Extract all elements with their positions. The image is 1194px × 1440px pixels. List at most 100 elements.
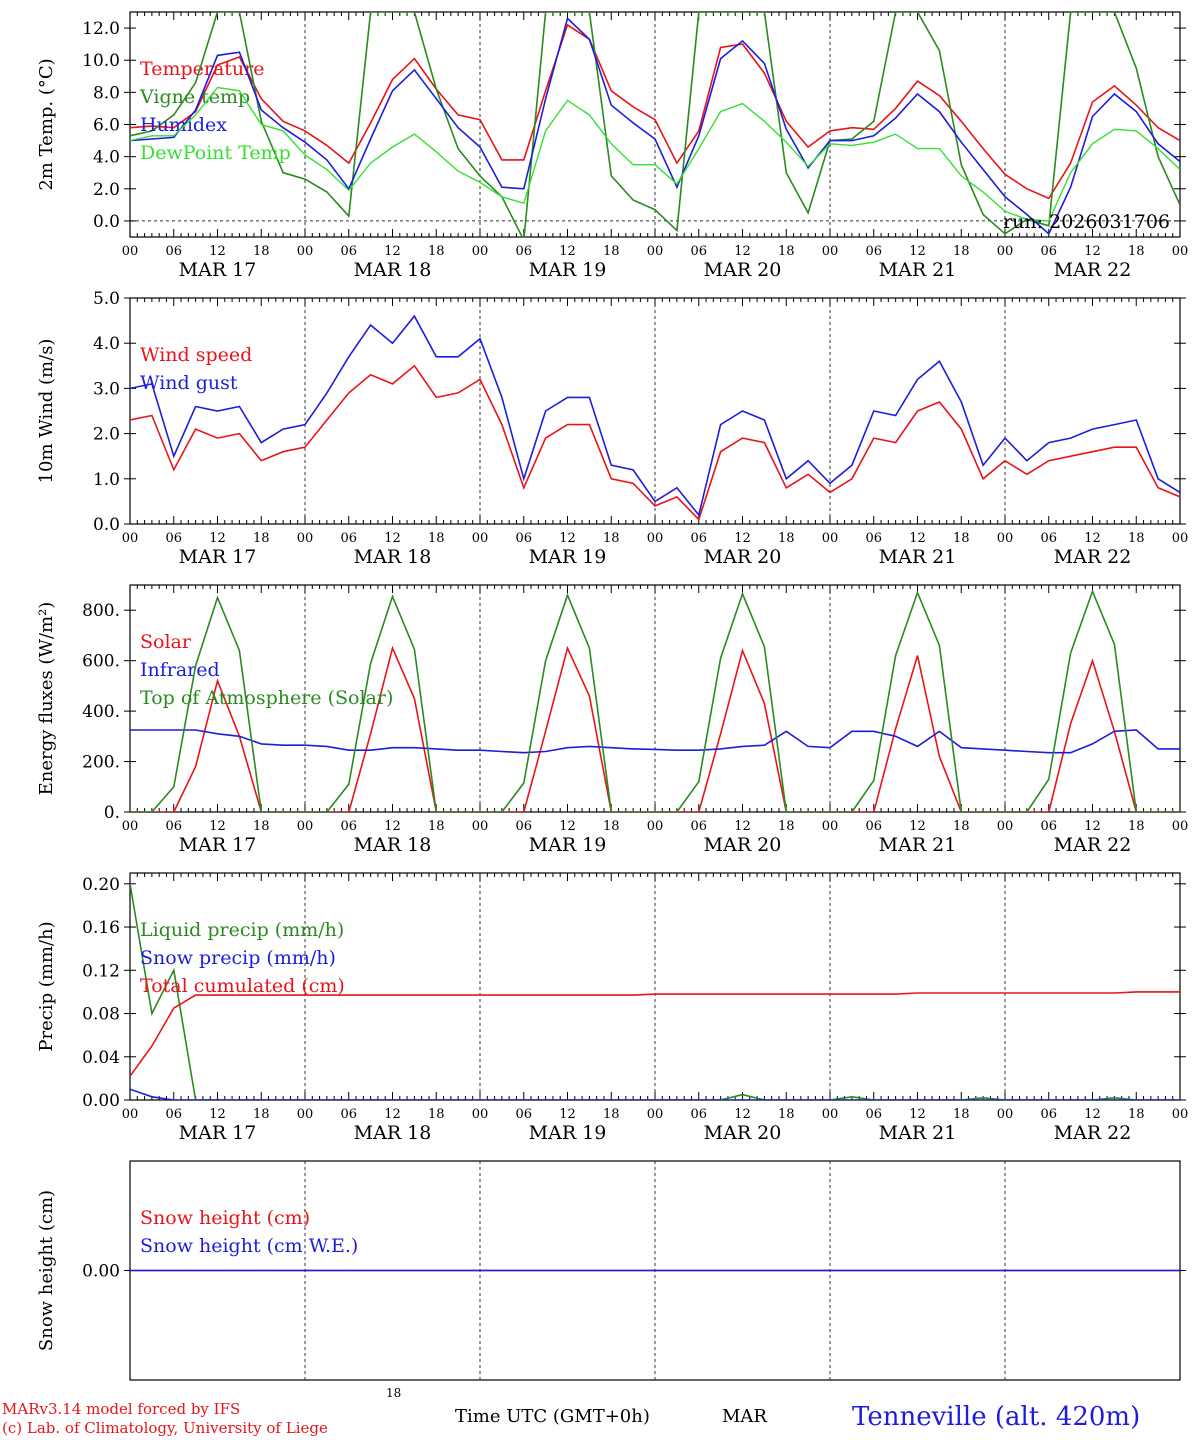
x-hour-label: 06 — [165, 819, 182, 834]
x-hour-label: 06 — [1040, 531, 1057, 546]
x-day-label: MAR 21 — [879, 1122, 957, 1144]
y-axis-label: Precip (mm/h) — [36, 921, 57, 1051]
x-hour-label: 18 — [778, 1107, 795, 1122]
stray-tick-label: 18 — [386, 1386, 402, 1400]
x-day-label: MAR 22 — [1054, 259, 1132, 281]
legend-entry: Liquid precip (mm/h) — [140, 919, 344, 941]
x-hour-label: 18 — [253, 1107, 270, 1122]
x-hour-label: 12 — [209, 244, 226, 259]
x-hour-label: 18 — [603, 819, 620, 834]
x-hour-label: 12 — [734, 244, 751, 259]
x-day-label: MAR 21 — [879, 834, 957, 856]
x-hour-label: 18 — [953, 531, 970, 546]
series-line-total-cumulated-cm- — [130, 991, 1180, 1077]
x-hour-label: 18 — [428, 819, 445, 834]
x-hour-label: 12 — [384, 1107, 401, 1122]
x-hour-label: 18 — [778, 531, 795, 546]
x-hour-label: 00 — [472, 1107, 489, 1122]
y-tick-label: 12.0 — [82, 19, 120, 39]
y-tick-label: 6.0 — [93, 116, 120, 136]
x-hour-label: 00 — [297, 1107, 314, 1122]
x-hour-label: 06 — [1040, 244, 1057, 259]
x-hour-label: 06 — [340, 819, 357, 834]
x-hour-label: 00 — [647, 531, 664, 546]
x-hour-label: 12 — [384, 819, 401, 834]
x-hour-label: 00 — [1172, 244, 1189, 259]
x-day-label: MAR 19 — [529, 834, 607, 856]
x-day-label: MAR 20 — [704, 546, 782, 568]
x-day-label: MAR 20 — [704, 259, 782, 281]
x-hour-label: 18 — [1128, 1107, 1145, 1122]
x-day-label: MAR 19 — [529, 259, 607, 281]
legend-entry: DewPoint Temp — [140, 142, 291, 164]
x-day-label: MAR 19 — [529, 546, 607, 568]
x-day-label: MAR 17 — [179, 546, 257, 568]
legend-entry: Vigne temp — [139, 86, 250, 108]
x-hour-label: 18 — [428, 1107, 445, 1122]
x-hour-label: 18 — [603, 244, 620, 259]
x-hour-label: 12 — [909, 244, 926, 259]
y-tick-label: 0. — [104, 803, 120, 823]
y-tick-label: 3.0 — [93, 379, 120, 399]
x-hour-label: 12 — [734, 1107, 751, 1122]
x-hour-label: 06 — [690, 819, 707, 834]
series-line-infrared — [130, 729, 1180, 754]
x-day-label: MAR 18 — [354, 546, 432, 568]
x-hour-label: 12 — [559, 1107, 576, 1122]
x-day-label: MAR 18 — [354, 259, 432, 281]
x-hour-label: 00 — [822, 819, 839, 834]
x-hour-label: 00 — [297, 531, 314, 546]
x-hour-label: 12 — [1084, 819, 1101, 834]
x-hour-label: 12 — [559, 819, 576, 834]
x-hour-label: 00 — [1172, 819, 1189, 834]
x-day-label: MAR 17 — [179, 1122, 257, 1144]
x-hour-label: 12 — [559, 244, 576, 259]
x-day-label: MAR 22 — [1054, 834, 1132, 856]
x-hour-label: 00 — [1172, 531, 1189, 546]
x-hour-label: 00 — [297, 244, 314, 259]
x-hour-label: 00 — [997, 819, 1014, 834]
x-hour-label: 06 — [865, 1107, 882, 1122]
x-hour-label: 12 — [1084, 244, 1101, 259]
legend-entry: Humidex — [140, 114, 227, 136]
x-hour-label: 18 — [253, 819, 270, 834]
x-hour-label: 00 — [997, 244, 1014, 259]
y-tick-label: 4.0 — [93, 334, 120, 354]
station-title: Tenneville (alt. 420m) — [852, 1402, 1141, 1432]
x-hour-label: 06 — [340, 244, 357, 259]
y-tick-label: 8.0 — [93, 83, 120, 103]
x-hour-label: 00 — [122, 1107, 139, 1122]
series-line-temperature — [130, 23, 1180, 200]
x-hour-label: 12 — [209, 531, 226, 546]
legend-entry: Snow precip (mm/h) — [140, 947, 336, 969]
y-tick-label: 10.0 — [82, 51, 120, 71]
x-hour-label: 00 — [647, 819, 664, 834]
legend-entry: Solar — [140, 631, 192, 653]
model-credit: MARv3.14 model forced by IFS — [2, 1400, 241, 1418]
x-hour-label: 12 — [1084, 1107, 1101, 1122]
y-axis-label: 10m Wind (m/s) — [36, 339, 57, 484]
x-hour-label: 06 — [865, 819, 882, 834]
x-hour-label: 18 — [428, 531, 445, 546]
y-tick-label: 0.0 — [93, 212, 120, 232]
x-day-label: MAR 19 — [529, 1122, 607, 1144]
x-hour-label: 12 — [209, 819, 226, 834]
legend-entry: Snow height (cm) — [140, 1207, 310, 1229]
x-hour-label: 00 — [822, 244, 839, 259]
x-axis-title: Time UTC (GMT+0h) — [455, 1406, 650, 1427]
x-hour-label: 12 — [909, 1107, 926, 1122]
y-tick-label: 0.16 — [82, 918, 120, 938]
legend-entry: Infrared — [140, 659, 220, 681]
x-hour-label: 06 — [165, 244, 182, 259]
y-tick-label: 0.0 — [93, 515, 120, 535]
legend-entry: Wind gust — [140, 372, 238, 394]
y-tick-label: 800. — [82, 601, 120, 621]
x-hour-label: 12 — [559, 531, 576, 546]
x-hour-label: 06 — [515, 1107, 532, 1122]
y-tick-label: 0.00 — [82, 1262, 120, 1282]
x-hour-label: 00 — [122, 531, 139, 546]
series-line-wind-gust — [130, 314, 1180, 517]
x-hour-label: 18 — [253, 531, 270, 546]
x-hour-label: 18 — [953, 244, 970, 259]
